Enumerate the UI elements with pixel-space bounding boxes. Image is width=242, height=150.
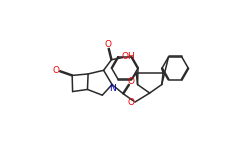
Text: O: O	[105, 40, 112, 49]
Text: O: O	[128, 98, 135, 107]
Text: O: O	[53, 66, 60, 75]
Text: OH: OH	[121, 52, 135, 61]
Text: O: O	[127, 77, 134, 86]
Text: N: N	[109, 84, 115, 93]
